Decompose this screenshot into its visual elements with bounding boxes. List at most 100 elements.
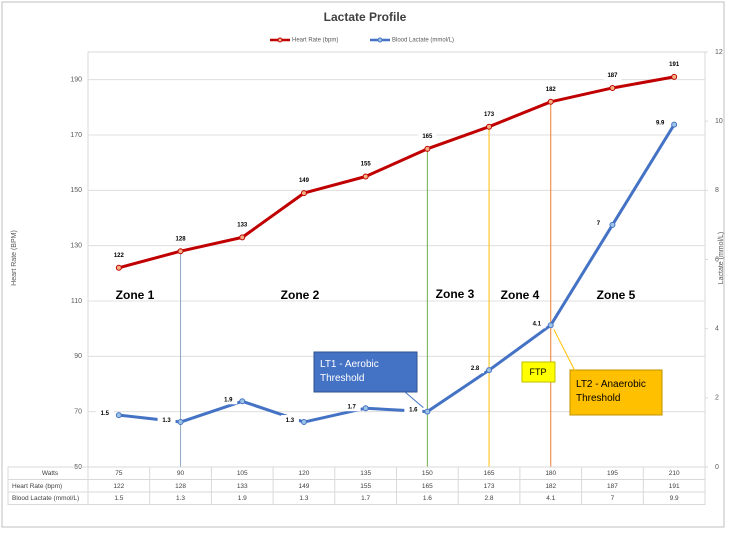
table-cell: 1.5 — [114, 495, 123, 502]
data-label: 1.9 — [224, 397, 233, 403]
zone-label: Zone 2 — [281, 288, 320, 302]
table-row-label: Heart Rate (bpm) — [12, 483, 62, 490]
y-axis-label: Heart Rate (BPM) — [11, 230, 18, 286]
data-label-box — [589, 217, 608, 228]
data-point — [362, 405, 369, 412]
data-label: 7 — [597, 221, 601, 227]
data-label-box — [294, 175, 313, 186]
x-tick-label: 120 — [299, 470, 310, 477]
data-label: 1.3 — [162, 418, 171, 424]
y-tick-label: 150 — [70, 187, 82, 194]
zone-label: Zone 5 — [597, 288, 636, 302]
y2-tick-label: 12 — [715, 49, 723, 56]
table-cell: 1.3 — [176, 495, 185, 502]
table-cell: 182 — [545, 483, 556, 490]
data-point — [671, 73, 678, 80]
data-label-box — [219, 394, 238, 405]
data-point — [239, 234, 246, 241]
data-point — [547, 322, 554, 329]
x-tick-label: 135 — [360, 470, 371, 477]
data-label: 1.6 — [409, 408, 418, 414]
data-label-box — [171, 233, 190, 244]
y-tick-label: 190 — [70, 77, 82, 84]
data-point — [239, 398, 246, 405]
data-label: 165 — [422, 134, 433, 140]
table-cell: 1.9 — [238, 495, 247, 502]
y-tick-label: 70 — [74, 409, 82, 416]
data-point — [177, 248, 184, 255]
data-point — [115, 412, 122, 419]
legend-marker — [377, 37, 383, 43]
table-cell: 191 — [669, 483, 680, 490]
callout-text: LT2 - Anaerobic Threshold — [576, 379, 646, 404]
data-label-box — [95, 408, 114, 419]
data-label: 9.9 — [656, 121, 665, 127]
data-label: 191 — [669, 62, 680, 68]
y2-axis-label: Lactate (mmol/L) — [718, 232, 725, 285]
y2-tick-label: 8 — [715, 187, 719, 194]
callout-box — [569, 369, 663, 416]
series-line — [118, 123, 676, 424]
data-label: 149 — [299, 178, 310, 184]
data-label: 1.3 — [286, 418, 295, 424]
y2-tick-label: 4 — [715, 326, 719, 333]
table-row-label: Blood Lactate (mmol/L) — [12, 495, 79, 502]
data-label-box — [527, 318, 546, 329]
y-tick-label: 170 — [70, 132, 82, 139]
data-label-box — [342, 401, 361, 412]
data-label: 133 — [237, 222, 248, 228]
y-tick-label: 90 — [74, 353, 82, 360]
data-label-box — [157, 415, 176, 426]
y-tick-label: 130 — [70, 243, 82, 250]
data-label: 155 — [361, 162, 372, 168]
callout-text: FTP — [530, 367, 547, 377]
data-label-box — [418, 130, 437, 141]
data-label-box — [233, 219, 252, 230]
data-label-box — [466, 363, 485, 374]
y-tick-label: 110 — [71, 298, 82, 305]
data-label: 1.5 — [101, 411, 110, 417]
data-label-box — [280, 415, 299, 426]
table-cell: 133 — [237, 483, 248, 490]
data-point — [547, 98, 554, 105]
table-cell: 2.8 — [485, 495, 494, 502]
zone-label: Zone 1 — [116, 288, 155, 302]
table-cell: 1.6 — [423, 495, 432, 502]
data-point — [115, 264, 122, 271]
table-cell: 1.7 — [361, 495, 370, 502]
legend-label: Blood Lactate (mmol/L) — [392, 38, 454, 44]
data-point — [486, 123, 493, 130]
zone-label: Zone 4 — [501, 288, 540, 302]
data-point — [486, 367, 493, 374]
data-label-box — [541, 83, 560, 94]
data-point — [424, 145, 431, 152]
y2-tick-label: 0 — [715, 464, 719, 471]
data-label: 2.8 — [471, 366, 480, 372]
data-point — [300, 190, 307, 197]
x-tick-label: 150 — [422, 470, 433, 477]
x-tick-label: 195 — [607, 470, 618, 477]
callout-box — [313, 351, 418, 393]
legend-label: Heart Rate (bpm) — [292, 38, 338, 44]
data-point — [609, 84, 616, 91]
callout-arrow — [404, 391, 424, 409]
callout-text: LT1 - Aerobic Threshold — [320, 359, 379, 384]
table-cell: 155 — [360, 483, 371, 490]
zone-label: Zone 3 — [436, 287, 475, 301]
data-point — [177, 419, 184, 426]
chart-title: Lactate Profile — [324, 10, 407, 24]
data-label: 187 — [607, 73, 618, 79]
data-label-box — [603, 69, 622, 80]
data-label: 173 — [484, 112, 495, 118]
data-label: 1.7 — [347, 404, 356, 410]
data-label-box — [109, 249, 128, 260]
table-row-label: Watts — [42, 470, 59, 477]
table-cell: 122 — [113, 483, 124, 490]
table-cell: 9.9 — [670, 495, 679, 502]
x-tick-label: 90 — [177, 470, 185, 477]
y2-tick-label: 10 — [715, 118, 723, 125]
x-tick-label: 105 — [237, 470, 248, 477]
callout-arrow — [553, 328, 576, 372]
y2-tick-label: 2 — [715, 395, 719, 402]
